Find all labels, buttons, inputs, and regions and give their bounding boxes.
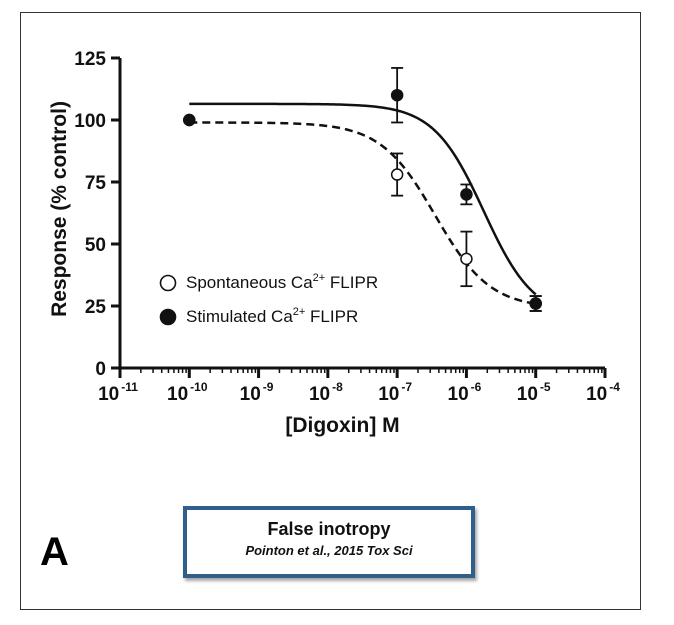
y-tick-label: 0 [95, 359, 106, 380]
stimulated-data-point [529, 297, 542, 310]
x-tick-label: 10 -4 [586, 380, 620, 405]
stimulated-fit-curve [189, 102, 537, 296]
legend-marker-stimulated [159, 308, 177, 326]
stimulated-data-point [390, 88, 404, 102]
y-tick-label: 100 [74, 111, 106, 132]
x-tick-label: 10 -5 [517, 380, 551, 405]
y-tick-label: 25 [85, 297, 107, 318]
citation-title: False inotropy [267, 519, 391, 539]
panel-label: A [40, 530, 69, 574]
x-tick-label: 10 -7 [378, 380, 412, 405]
legend-label-stimulated: Stimulated Ca2+ FLIPR [186, 306, 358, 326]
x-tick-label: 10 -11 [98, 380, 138, 405]
legend-label-spontaneous: Spontaneous Ca2+ FLIPR [186, 272, 378, 292]
spontaneous-data-point [390, 168, 404, 181]
x-tick-label: 10 -6 [448, 380, 482, 405]
stimulated-data-point [460, 188, 473, 201]
figure-frame [20, 12, 641, 610]
y-tick-label: 50 [85, 235, 106, 256]
legend: Spontaneous Ca2+ FLIPR Stimulated Ca2+ FL… [159, 272, 378, 326]
x-axis-label: [Digoxin] M [285, 414, 399, 437]
y-tick-label: 125 [74, 49, 106, 70]
fit-curves [189, 102, 537, 306]
data-points [183, 67, 542, 312]
x-tick-label: 10 -8 [309, 380, 343, 405]
y-tick-label: 75 [85, 173, 107, 194]
citation-box: False inotropy Pointon et al., 2015 Tox … [183, 506, 475, 578]
citation-reference: Pointon et al., 2015 Tox Sci [245, 543, 413, 558]
spontaneous-fit-curve [189, 121, 536, 306]
spontaneous-data-point [460, 252, 473, 266]
y-axis-label: Response (% control) [48, 101, 71, 317]
axes: 0 25 50 75 100 125 10 -11 10 -10 10 -9 10 -8 10 -7 10 -6 1… [74, 49, 620, 405]
legend-marker-spontaneous [159, 274, 177, 292]
stimulated-data-point [183, 113, 196, 127]
x-tick-label: 10 -9 [240, 380, 274, 405]
x-tick-label: 10 -10 [167, 380, 208, 405]
